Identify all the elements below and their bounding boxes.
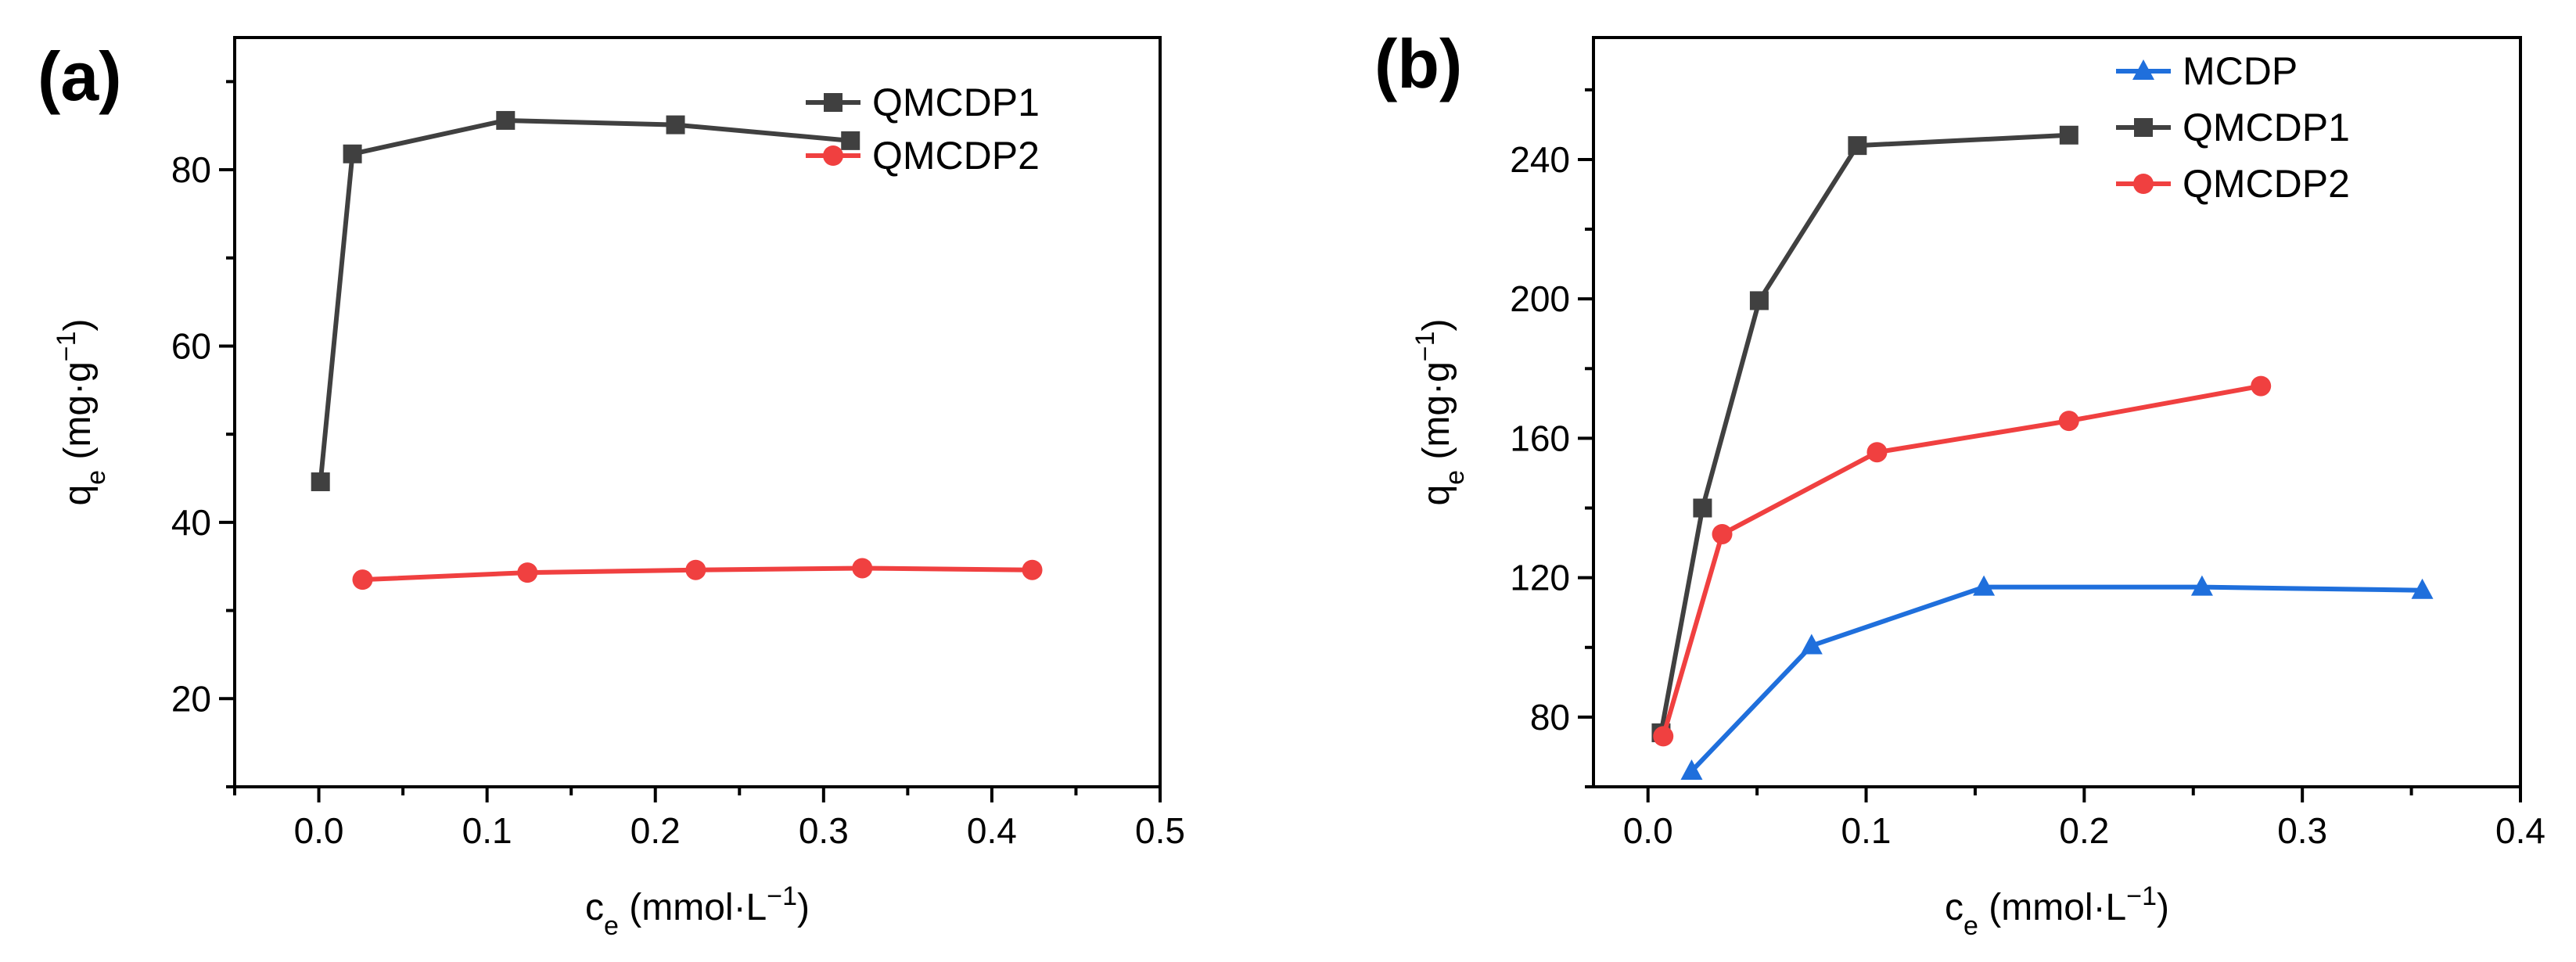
x-tick-label: 0.4 [2495,810,2545,851]
legend-entry: QMCDP2 [2116,162,2350,206]
x-tick-label: 0.1 [1841,810,1892,851]
data-point [1653,726,1674,747]
y-tick-label: 200 [1510,278,1570,319]
data-point [1693,498,1712,518]
y-tick-label: 40 [171,502,211,543]
y-tick-label: 160 [1510,418,1570,458]
y-tick-label: 80 [1530,697,1570,738]
plot-frame [1592,36,2522,788]
series-qmcdp2 [1653,375,2272,747]
legend-marker [2133,174,2154,194]
y-tick-label: 120 [1510,558,1570,598]
legend-label: MCDP [2183,49,2298,93]
legend-label: QMCDP1 [2183,106,2350,149]
legend-label: QMCDP2 [2183,162,2350,206]
y-axis-title: qe (mg·g−1) [52,318,111,505]
data-point [1848,136,1867,156]
data-point [352,569,373,590]
data-point [343,144,362,163]
panel-a: (a) 0.0 0.1 0.2 0.3 0.4 0.5 20 40 60 80 ce (mmol·L−… [38,36,1185,941]
x-axis-title: ce (mmol·L−1) [1945,881,2169,941]
data-point [1800,634,1823,655]
data-point [2251,375,2272,397]
x-tick-label: 0.2 [2059,810,2109,851]
x-tick-label: 0.0 [294,810,344,851]
data-point [666,115,685,135]
series-qmcdp1 [311,110,860,492]
series-line [1661,383,2262,738]
legend-marker [2132,59,2154,80]
x-tick-label: 0.0 [1623,810,1673,851]
series-line [318,117,851,483]
plot-frame [233,36,1162,788]
legend-entry: QMCDP2 [806,134,1040,178]
y-axis-title: qe (mg·g−1) [1410,318,1470,505]
y-tick-label: 240 [1510,139,1570,180]
data-point [311,472,330,492]
legend-entry: QMCDP1 [806,81,1040,124]
x-tick-label: 0.4 [967,810,1017,851]
series-qmcdp1 [1651,125,2078,742]
data-point [2190,575,2213,596]
x-axis-title: ce (mmol·L−1) [585,881,810,941]
y-tick-label: 80 [171,149,211,190]
data-point [1866,442,1888,463]
x-tick-label: 0.2 [631,810,681,851]
data-point [2058,411,2079,432]
legend-marker [823,145,843,166]
x-tick-label: 0.1 [462,810,512,851]
series-line [1690,584,2423,774]
x-tick-label: 0.5 [1135,810,1185,851]
panel-b: (b) 0.0 0.1 0.2 0.3 0.4 80 120 160 200 240 ce (mmol… [1374,25,2545,941]
data-point [1749,291,1769,310]
legend-label: QMCDP1 [872,81,1040,124]
legend-entry: QMCDP1 [2116,106,2350,149]
data-point [685,559,706,580]
legend-marker [824,93,842,112]
series-qmcdp2 [352,558,1043,590]
data-point [1973,575,1996,596]
y-tick-label: 60 [171,325,211,366]
data-point [1712,523,1733,544]
x-tick-label: 0.3 [799,810,849,851]
legend-label: QMCDP2 [872,134,1040,178]
panel-label: (b) [1374,25,1462,102]
legend-entry: MCDP [2116,49,2298,93]
y-tick-label: 20 [171,678,211,719]
series-line [1658,132,2069,734]
legend-marker [2134,118,2153,137]
data-point [1022,559,1043,580]
data-point [2411,578,2434,599]
data-point [841,131,860,150]
data-point [1680,759,1703,780]
data-point [852,558,873,579]
data-point [517,562,538,583]
series-mcdp [1680,575,2434,780]
panel-label: (a) [38,38,122,115]
data-point [496,110,516,130]
data-point [2059,125,2078,145]
x-tick-label: 0.3 [2277,810,2327,851]
